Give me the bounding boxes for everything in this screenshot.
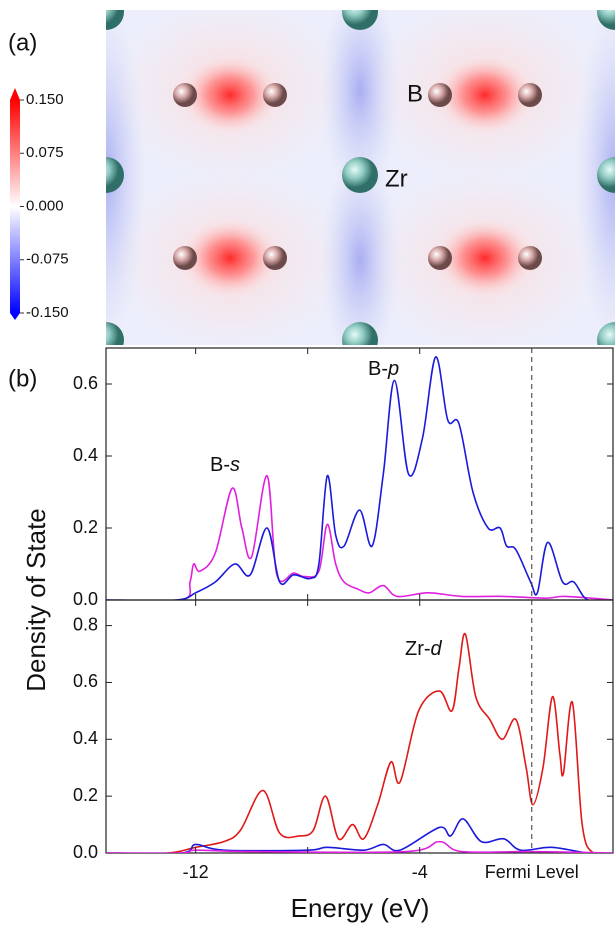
colorbar-tick-label: 0.150 [26,91,64,108]
figure: (a) B Zr 0.150 0.075 0.000 -0.075 -0.150 0.0 0… [0,0,615,930]
charge-density-map [66,0,615,370]
y-tick-label: 0.6 [73,671,98,691]
curve-label: Zr-d [405,638,443,660]
fermi-label: Fermi Level [485,862,579,882]
panel-label: (b) [8,365,37,392]
colorbar-tick-label: 0.075 [26,144,64,161]
y-tick-label: 0.2 [73,517,98,537]
y-tick-label: 0.0 [73,589,98,609]
colorbar-tip [10,313,20,320]
atom-label: Zr [385,165,408,192]
y-tick-label: 0.0 [73,842,98,862]
y-tick-label: 0.6 [73,373,98,393]
colorbar [10,100,20,313]
y-axis-label: Density of State [21,508,51,692]
dos-curve [106,357,613,601]
curve-label: B-p [368,358,399,380]
plot-frame [106,600,613,853]
x-tick-label: -12 [183,862,209,882]
y-tick-label: 0.8 [73,614,98,634]
colorbar-tick-label: 0.000 [26,197,64,214]
y-tick-label: 0.4 [73,728,98,748]
colorbar-tip [10,88,20,100]
dos-curve [106,634,613,856]
atom-label: B [407,80,423,107]
y-tick-label: 0.2 [73,785,98,805]
colorbar-tick-label: -0.150 [26,304,69,321]
dos-curve [106,476,613,602]
colorbar-tick-label: -0.075 [26,251,69,268]
y-tick-label: 0.4 [73,445,98,465]
panel-label: (a) [8,29,37,56]
x-tick-label: -4 [412,862,428,882]
plot-frame [106,348,613,600]
x-axis-label: Energy (eV) [291,893,430,923]
curve-label: B-s [210,454,240,476]
